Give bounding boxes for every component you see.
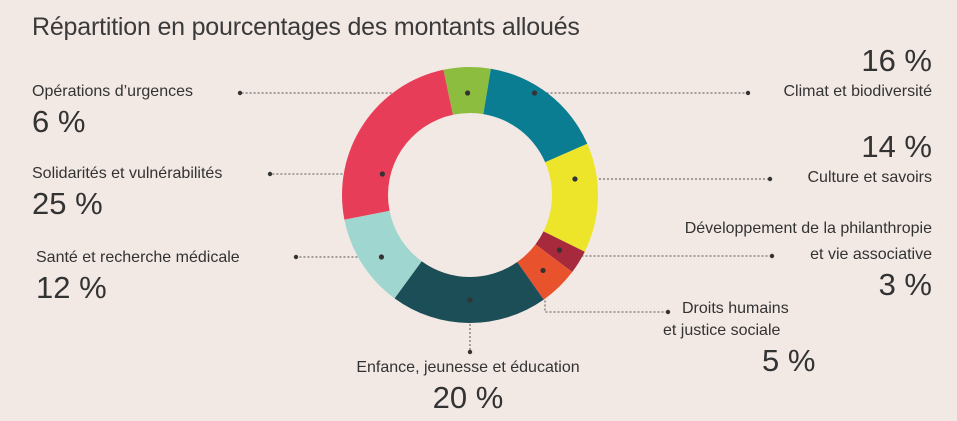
leader-dot-solidarites-et-vulnerabilites xyxy=(379,171,385,177)
leader-end-dot-developpement-de-la-philanthropie-et-vie-associative xyxy=(769,253,775,259)
value-droits: 5 % xyxy=(762,343,816,378)
slice-climat-et-biodiversite xyxy=(483,68,588,163)
slice-enfance-jeunesse-et-education xyxy=(394,261,544,324)
chart-title: Répartition en pourcentages des montants… xyxy=(32,13,580,41)
leader-end-dot-enfance-jeunesse-et-education xyxy=(467,349,473,355)
label-droits-line2: et justice sociale xyxy=(663,322,781,339)
leader-dot-climat-et-biodiversite xyxy=(531,90,538,96)
slice-culture-et-savoirs xyxy=(543,143,599,252)
leader-end-dot-climat-et-biodiversite xyxy=(745,90,751,96)
value-philanthropie: 3 % xyxy=(878,267,932,302)
value-operations-urgences: 6 % xyxy=(32,104,86,139)
leader-end-dot-culture-et-savoirs xyxy=(767,176,773,182)
label-culture: Culture et savoirs xyxy=(807,169,933,186)
value-sante: 12 % xyxy=(36,270,107,305)
leader-end-dot-droits-humains-et-justice-sociale xyxy=(665,309,671,315)
slice-solidarites-et-vulnerabilites xyxy=(341,69,453,220)
label-philanthropie-line2: et vie associative xyxy=(810,246,932,263)
donut-slices xyxy=(341,66,599,324)
label-sante: Santé et recherche médicale xyxy=(36,249,240,266)
leader-dot-operations-d-urgences xyxy=(465,90,471,96)
leader-end-dot-operations-d-urgences xyxy=(237,90,243,96)
label-climat: Climat et biodiversité xyxy=(783,83,933,100)
label-enfance: Enfance, jeunesse et éducation xyxy=(356,359,580,376)
label-operations-urgences: Opérations d’urgences xyxy=(32,83,193,100)
label-solidarites: Solidarités et vulnérabilités xyxy=(32,165,223,182)
value-enfance: 20 % xyxy=(432,380,504,415)
leader-dots xyxy=(237,90,775,355)
leader-dot-culture-et-savoirs xyxy=(572,176,578,182)
slice-sante-et-recherche-medicale xyxy=(344,210,422,299)
leader-dot-sante-et-recherche-medicale xyxy=(378,254,385,260)
leader-dot-enfance-jeunesse-et-education xyxy=(467,297,473,303)
leader-dot-developpement-de-la-philanthropie-et-vie-associative xyxy=(556,247,562,253)
value-solidarites: 25 % xyxy=(32,186,103,221)
label-droits-line1: Droits humains xyxy=(682,300,789,317)
value-culture: 14 % xyxy=(861,129,932,164)
leader-dot-droits-humains-et-justice-sociale xyxy=(540,267,546,274)
leader-end-dot-sante-et-recherche-medicale xyxy=(293,254,299,260)
value-climat: 16 % xyxy=(861,43,932,78)
leader-end-dot-solidarites-et-vulnerabilites xyxy=(267,171,273,177)
label-philanthropie-line1: Développement de la philanthropie xyxy=(684,220,932,237)
leader-line-developpement-de-la-philanthropie-et-vie-associative xyxy=(559,249,772,257)
